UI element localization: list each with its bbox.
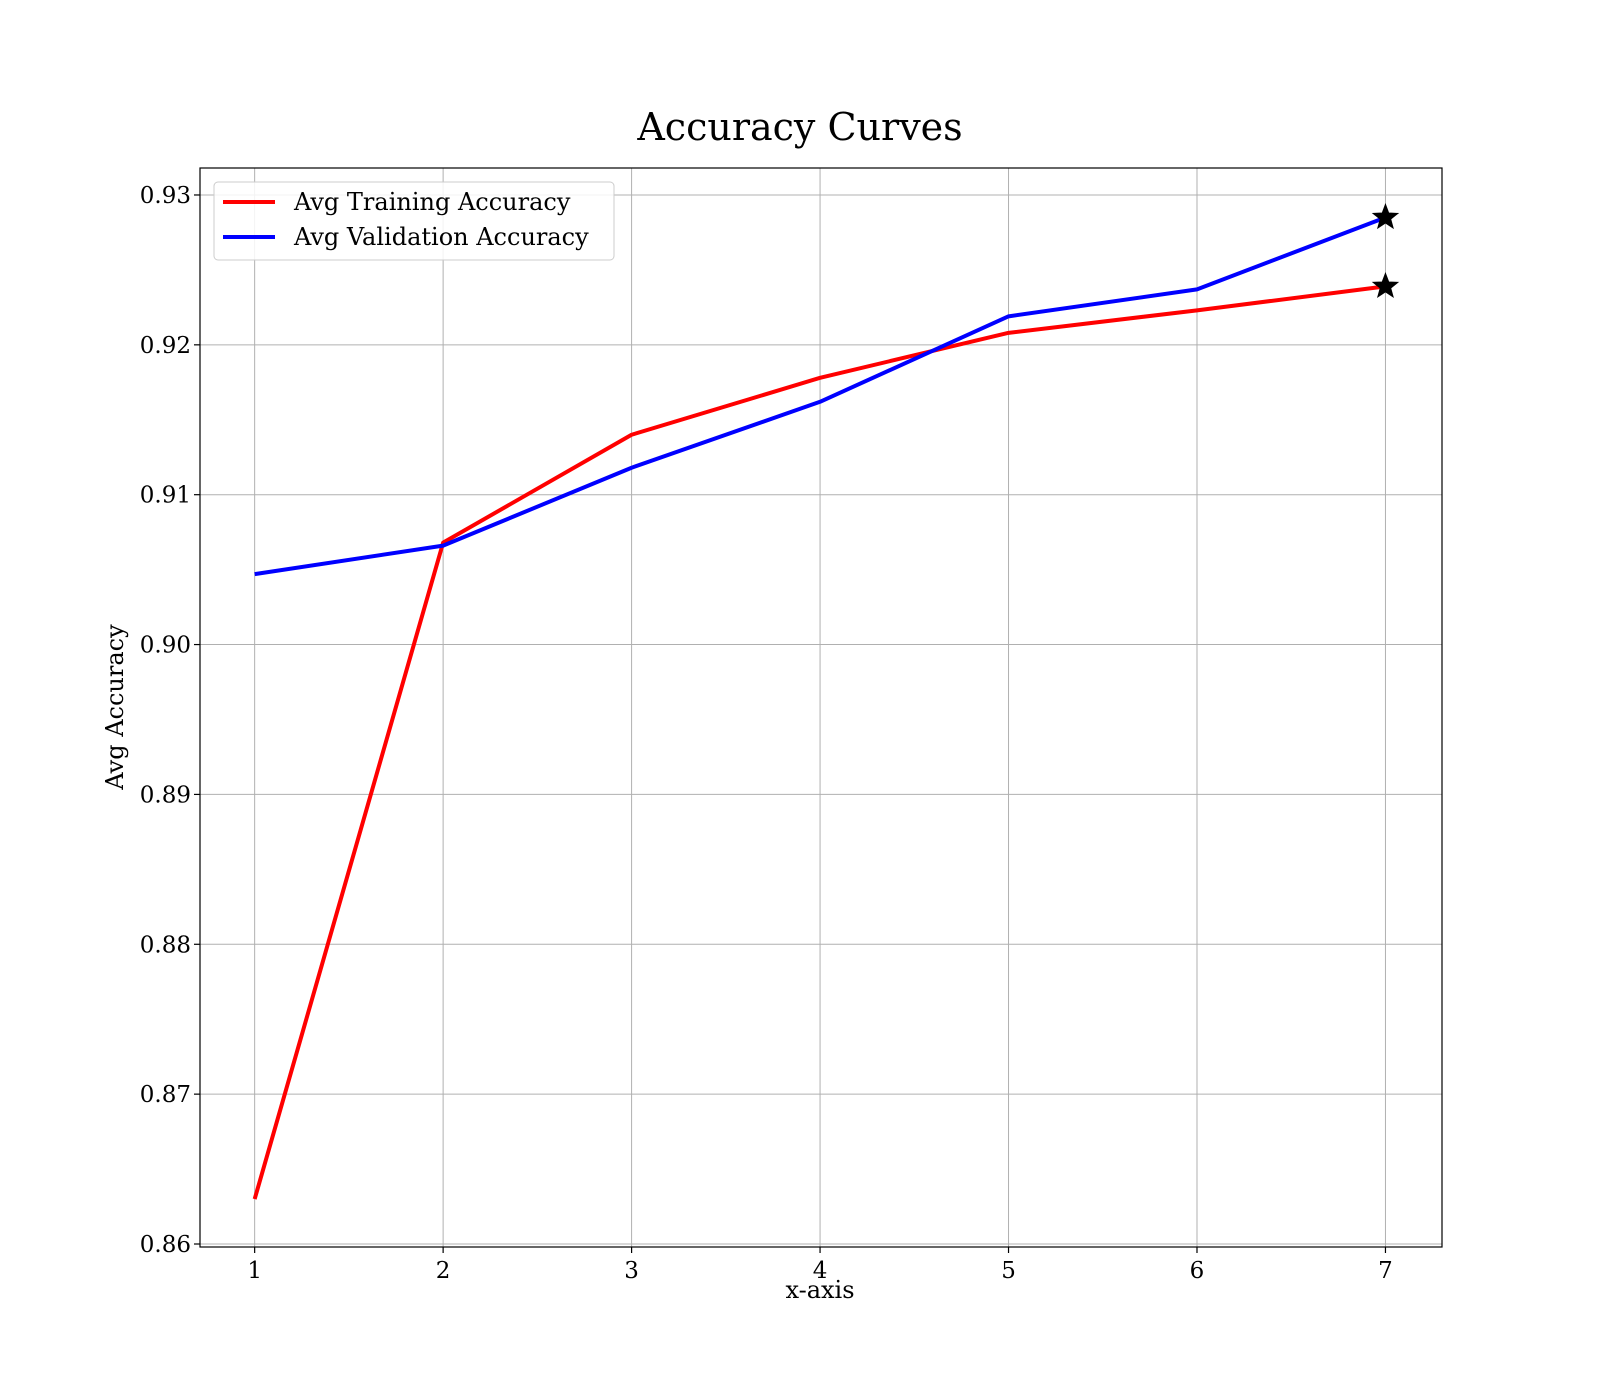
y-tick-label: 0.91 [140, 483, 191, 509]
plot-area-frame [199, 167, 1443, 1248]
legend-box [213, 181, 615, 261]
x-tick-label: 2 [436, 1258, 451, 1284]
x-tick-label: 4 [813, 1258, 828, 1284]
x-tick-label: 5 [1001, 1258, 1016, 1284]
y-axis-label: Avg Accuracy [101, 624, 129, 791]
last-point-star-marker [1371, 203, 1400, 230]
series-line-validation [254, 215, 1387, 577]
grid-layer [200, 168, 1442, 1247]
y-tick-label: 0.87 [140, 1082, 191, 1108]
y-tick-label: 0.90 [140, 633, 191, 659]
x-axis-label: x-axis [785, 1276, 854, 1304]
tick-layer: 1 2 3 4 5 6 7 0.86 0.87 0.88 0.89 0.90 0.91 0.92 0.93 [140, 183, 1393, 1284]
y-tick-label: 0.89 [140, 782, 191, 808]
y-tick-label: 0.92 [140, 333, 191, 359]
legend: Avg Training Accuracy Avg Validation Accu… [213, 181, 615, 261]
chart-title: Accuracy Curves [636, 105, 962, 149]
last-point-star-marker [1371, 271, 1400, 299]
legend-label: Avg Validation Accuracy [293, 223, 589, 251]
marker-layer [1371, 203, 1400, 299]
x-tick-label: 3 [624, 1258, 639, 1284]
y-tick-label: 0.86 [140, 1232, 191, 1258]
legend-label: Avg Training Accuracy [293, 188, 571, 216]
series-line-training [252, 284, 1386, 1200]
x-tick-label: 6 [1190, 1258, 1205, 1284]
y-tick-label: 0.88 [140, 932, 191, 958]
series-layer [252, 215, 1387, 1200]
x-tick-label: 1 [247, 1258, 262, 1284]
y-tick-label: 0.93 [140, 183, 191, 209]
x-tick-label: 7 [1378, 1258, 1393, 1284]
